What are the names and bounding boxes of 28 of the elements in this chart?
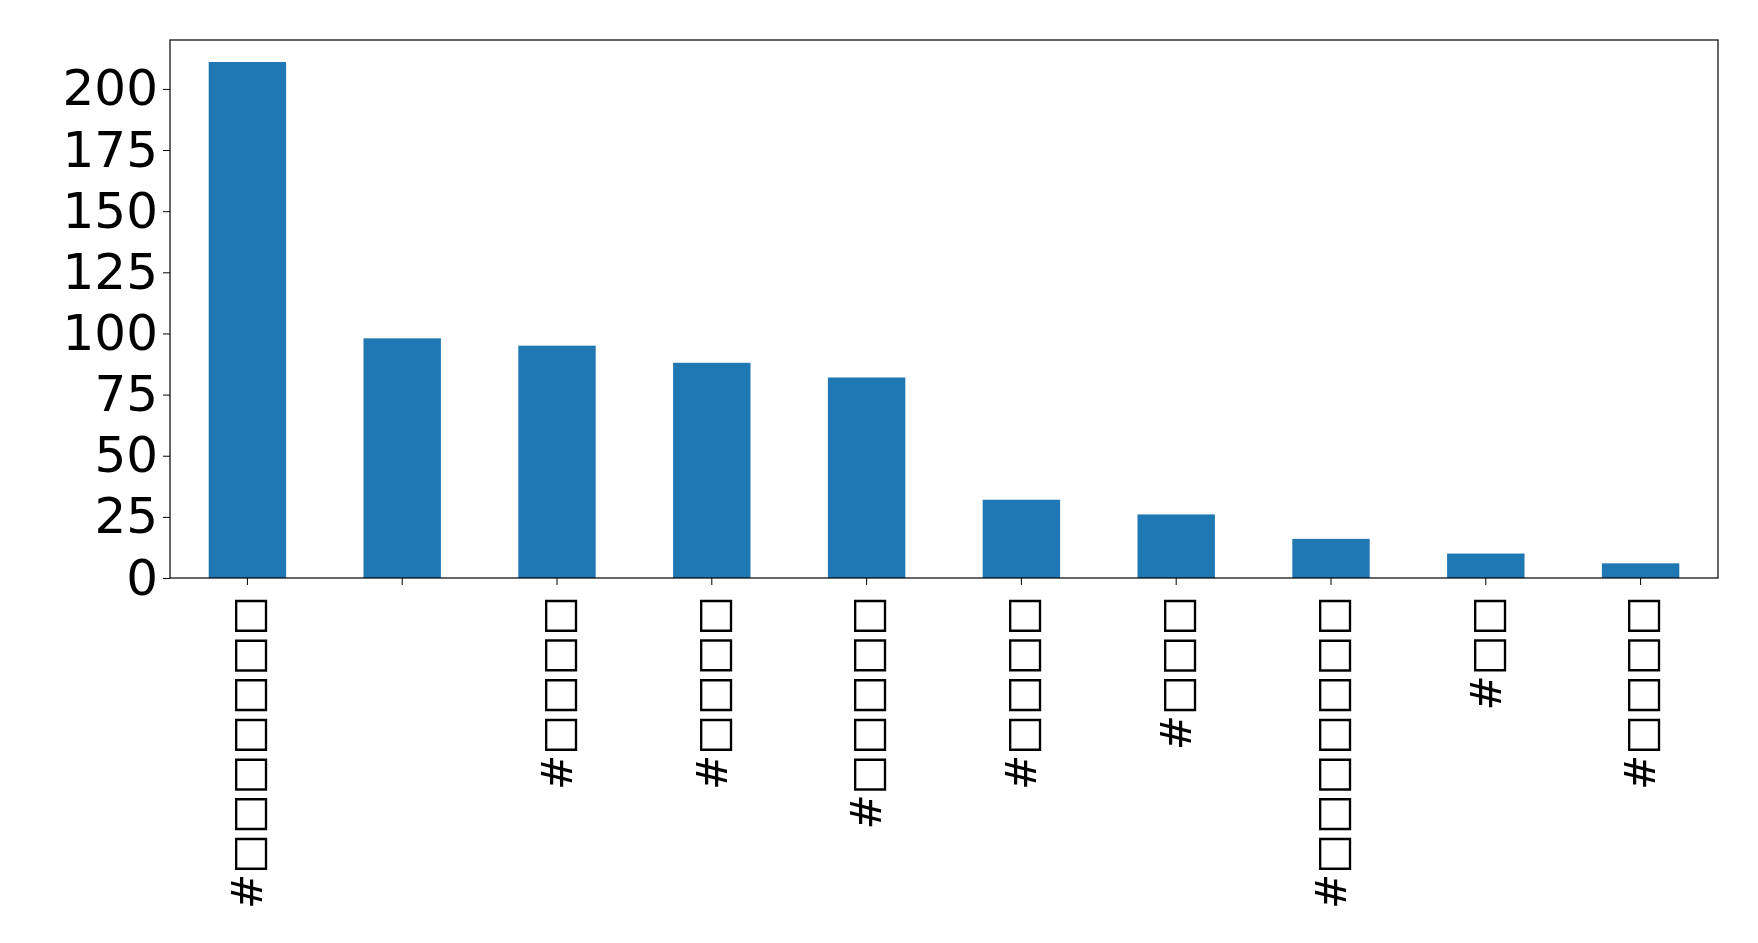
x-tick-label: #□□□□□□□ [1306,596,1356,909]
y-tick-label: 100 [62,303,158,362]
x-tick-label: #□□ [1461,596,1511,711]
bar [673,362,751,578]
x-tick-label: #□□□□□□□ [223,596,273,909]
bar [982,499,1061,578]
x-tick-label: #□□□□□ [842,596,892,830]
bar [208,62,287,578]
bar [518,345,596,578]
bar [1292,538,1370,578]
bar [827,377,906,578]
bar [363,338,441,578]
y-tick-label: 200 [62,59,158,118]
y-tick-label: 150 [62,181,158,240]
x-tick-label: #□□□□ [1616,596,1666,790]
y-tick-label: 125 [62,242,158,301]
x-tick-label: #□□□□ [997,596,1047,790]
x-tick-label: #□□□ [1151,596,1201,751]
bar [1447,553,1525,578]
bar [1601,563,1680,578]
y-tick-label: 175 [62,120,158,179]
bar [1137,514,1215,578]
x-tick-label: #□□□□ [687,596,737,790]
y-tick-label: 50 [94,426,158,485]
x-tick-label: #□□□□ [532,596,582,790]
y-tick-label: 25 [94,487,158,546]
y-tick-label: 0 [126,548,158,607]
y-tick-label: 75 [94,365,158,424]
